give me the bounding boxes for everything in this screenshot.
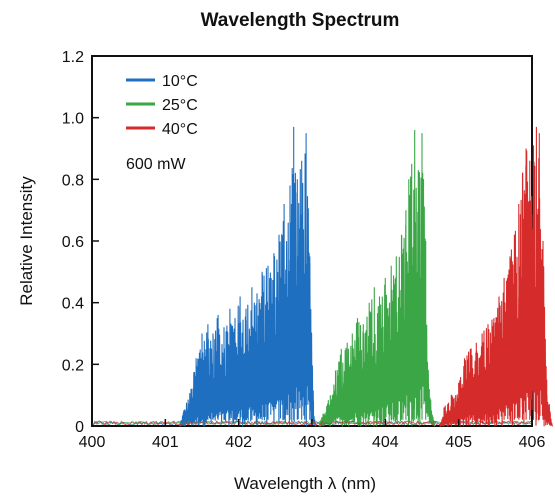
x-axis: 400 401 402 403 404 405 406 [79,419,546,451]
x-tick-label: 400 [79,434,106,451]
y-tick-label: 0.2 [62,357,84,374]
y-tick-label: 1.0 [62,111,84,128]
legend-label: 10°C [162,73,198,90]
y-tick-label: 1.2 [62,49,84,66]
x-axis-label: Wavelength λ (nm) [234,474,376,493]
x-tick-label: 402 [225,434,252,451]
legend-label: 40°C [162,121,198,138]
series-1-line [179,126,317,427]
x-tick-label: 404 [372,434,399,451]
legend-label: 25°C [162,97,198,114]
y-tick-label: 0.6 [62,234,84,251]
chart-title: Wavelength Spectrum [201,10,400,31]
x-tick-label: 403 [299,434,326,451]
y-axis-label: Relative Intensity [17,176,36,306]
x-tick-label: 406 [519,434,546,451]
x-tick-label: 405 [445,434,472,451]
series-2-line [318,130,436,427]
y-axis: 0 0.2 0.4 0.6 0.8 1.0 1.2 [62,49,99,436]
y-tick-label: 0.8 [62,172,84,189]
series-3-line [439,126,554,427]
x-tick-label: 401 [152,434,179,451]
y-tick-label: 0 [75,419,84,436]
legend: 10°C 25°C 40°C [126,73,198,138]
power-annotation: 600 mW [126,156,186,173]
y-tick-label: 0.4 [62,296,84,313]
